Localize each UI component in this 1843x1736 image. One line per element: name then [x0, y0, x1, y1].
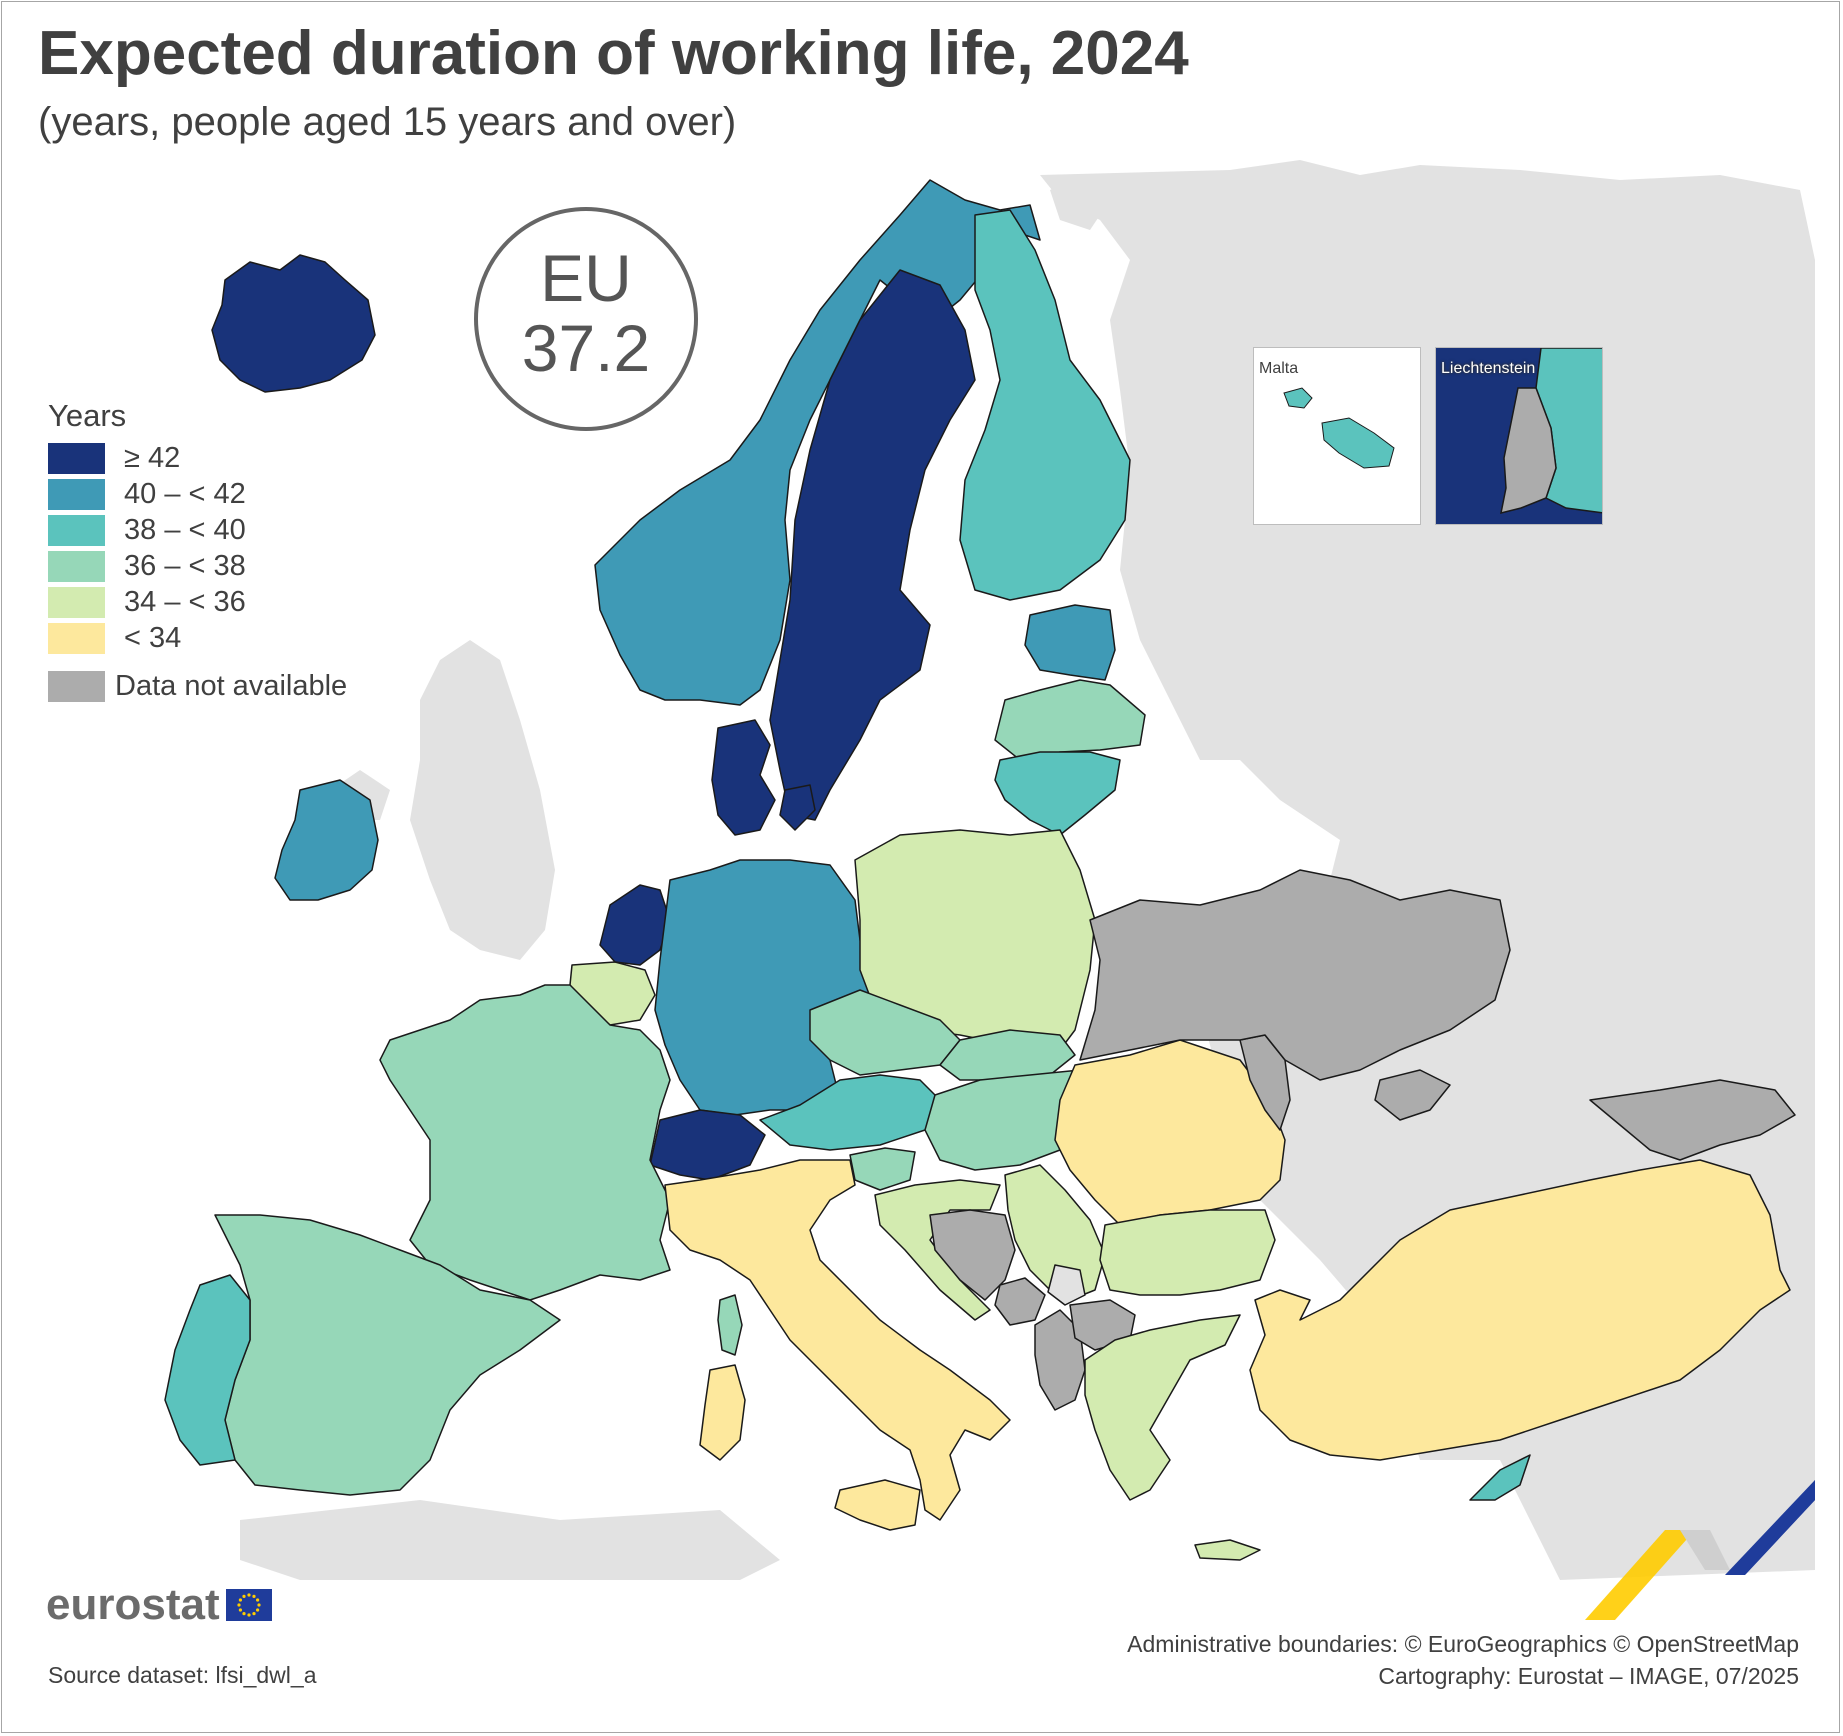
- legend-swatch: [48, 514, 105, 546]
- country-crimea: [1374, 1069, 1451, 1121]
- legend-label: < 34: [124, 621, 182, 654]
- page-subtitle: (years, people aged 15 years and over): [38, 100, 737, 144]
- legend-label: 34 – < 36: [124, 585, 246, 618]
- eu-flag-icon: [225, 1589, 272, 1621]
- country-france: [379, 984, 671, 1301]
- source-note: Source dataset: lfsi_dwl_a: [48, 1662, 317, 1688]
- eu-badge-value: 37.2: [521, 311, 651, 385]
- legend-label: Data not available: [115, 669, 348, 702]
- country-bosnia: [929, 1209, 1016, 1301]
- liechtenstein-shape: [1436, 348, 1602, 524]
- inset-liechtenstein-label: Liechtenstein: [1441, 360, 1536, 377]
- legend-swatch: [48, 586, 105, 618]
- country-ireland: [274, 779, 379, 901]
- country-switzerland: [649, 1109, 766, 1181]
- page-title: Expected duration of working life, 2024: [38, 19, 1189, 88]
- country-kosovo: [1047, 1264, 1086, 1306]
- legend-swatch: [48, 550, 105, 582]
- malta-shape: [1283, 387, 1395, 469]
- credit-boundaries: Administrative boundaries: © EuroGeograp…: [1127, 1631, 1799, 1657]
- legend-item: 36 – < 38: [48, 548, 347, 584]
- country-portugal: [164, 1274, 251, 1466]
- legend-item: 40 – < 42: [48, 476, 347, 512]
- legend-item: ≥ 42: [48, 440, 347, 476]
- eu-average-badge: EU 37.2: [474, 207, 698, 431]
- country-sweden: [769, 269, 976, 821]
- country-ukraine: [1079, 869, 1511, 1081]
- country-lithuania: [994, 751, 1121, 836]
- country-latvia: [994, 679, 1146, 761]
- country-netherlands: [599, 884, 671, 966]
- country-georgia: [1589, 1079, 1796, 1161]
- country-romania: [1054, 1039, 1286, 1226]
- legend-label: 36 – < 38: [124, 549, 246, 582]
- legend-label: 38 – < 40: [124, 513, 246, 546]
- country-italy-sicily: [834, 1479, 921, 1531]
- country-germany: [654, 859, 871, 1116]
- country-cyprus: [1469, 1454, 1531, 1501]
- eu-badge-label: EU: [540, 241, 632, 315]
- country-denmark-islands: [779, 784, 816, 831]
- legend-label: 40 – < 42: [124, 477, 246, 510]
- country-albania: [1034, 1309, 1086, 1411]
- eurostat-wordmark: eurostat: [46, 1580, 220, 1629]
- image-corner-logo: [1585, 1480, 1815, 1620]
- legend-item: 34 – < 36: [48, 584, 347, 620]
- country-turkiye: [1249, 1159, 1791, 1461]
- country-denmark: [711, 719, 776, 836]
- country-greece: [1084, 1314, 1241, 1501]
- legend-swatch: [48, 478, 105, 510]
- country-italy-sardinia: [699, 1364, 746, 1461]
- country-greece-crete: [1194, 1539, 1261, 1561]
- country-iceland: [211, 254, 376, 393]
- country-slovenia: [849, 1147, 916, 1191]
- legend-swatch: [48, 670, 105, 702]
- legend: Years ≥ 42 40 – < 42 38 – < 40 36 – < 38…: [48, 398, 347, 704]
- legend-item: 38 – < 40: [48, 512, 347, 548]
- inset-malta-label: Malta: [1259, 360, 1299, 377]
- legend-title: Years: [48, 398, 127, 433]
- legend-swatch: [48, 622, 105, 654]
- country-france-corsica: [717, 1294, 743, 1356]
- country-bulgaria: [1099, 1209, 1276, 1296]
- legend-item-not-available: Data not available: [48, 668, 347, 704]
- country-finland: [959, 209, 1131, 601]
- credits: Administrative boundaries: © EuroGeograp…: [1127, 1628, 1799, 1692]
- countries: [164, 179, 1796, 1561]
- credit-cartography: Cartography: Eurostat – IMAGE, 07/2025: [1378, 1663, 1799, 1689]
- country-montenegro: [994, 1277, 1046, 1326]
- eurostat-logo: eurostat: [46, 1580, 272, 1630]
- inset-malta: Malta: [1253, 347, 1421, 525]
- legend-item: < 34: [48, 620, 347, 656]
- country-estonia: [1024, 604, 1116, 681]
- inset-liechtenstein: Liechtenstein: [1435, 347, 1603, 525]
- legend-swatch: [48, 442, 105, 474]
- legend-label: ≥ 42: [124, 441, 181, 474]
- country-italy: [664, 1159, 1011, 1521]
